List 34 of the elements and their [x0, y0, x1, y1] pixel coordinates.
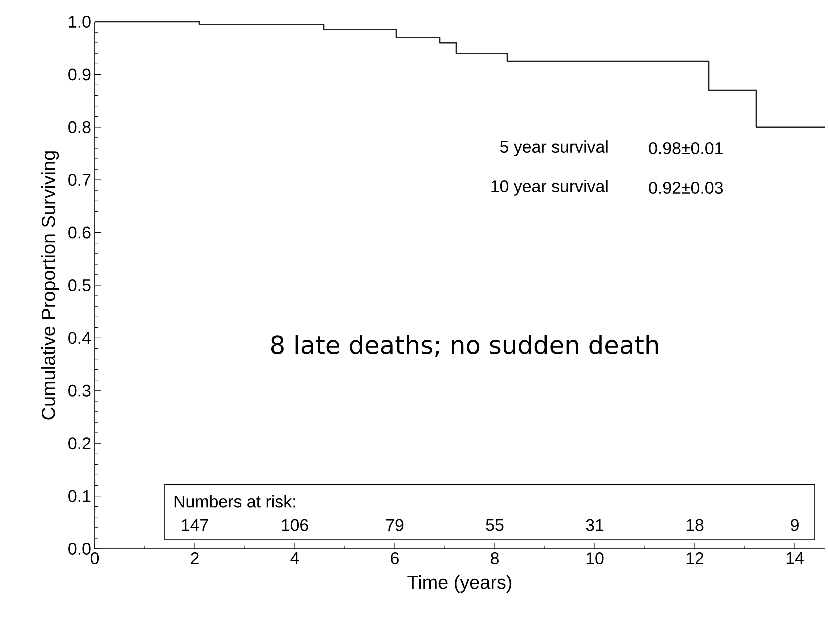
y-tick-label: 0.9 — [68, 68, 91, 81]
y-tick-label: 0.5 — [68, 280, 91, 292]
x-tick-label: 10 — [586, 552, 604, 565]
y-tick-label: 0.2 — [68, 438, 91, 450]
y-tick-label: 0.4 — [68, 332, 91, 344]
y-tick-label: 0.6 — [68, 226, 91, 239]
y-axis-title: Cumulative Proportion Surviving — [41, 152, 60, 420]
annotation: Numbers at risk: — [174, 495, 296, 508]
y-tick-label: 0.0 — [68, 543, 91, 555]
y-tick-label: 0.8 — [68, 121, 91, 134]
annotation: 55 — [486, 519, 504, 532]
annotation: 9 — [791, 519, 799, 532]
x-tick-label: 6 — [391, 552, 399, 565]
x-tick-label: 14 — [786, 552, 804, 564]
x-tick-label: 12 — [686, 552, 704, 564]
annotation: 0.92±0.03 — [649, 182, 723, 194]
y-tick-label: 0.1 — [68, 490, 91, 502]
annotation: 8 late deaths; no sudden death — [271, 335, 658, 358]
x-axis-title: Time (years) — [408, 575, 512, 593]
x-tick-label: 4 — [290, 552, 300, 564]
annotation: 5 year survival — [500, 140, 608, 156]
annotation: 0.98±0.01 — [649, 142, 723, 154]
annotation: 106 — [282, 519, 308, 532]
x-tick-label: 2 — [191, 552, 199, 564]
x-tick-label: 0 — [90, 552, 100, 565]
y-tick-label: 1.0 — [69, 16, 91, 28]
y-tick-label: 0.7 — [68, 174, 91, 186]
y-tick-label: 0.3 — [68, 384, 91, 397]
annotation: 10 year survival — [492, 180, 608, 196]
annotation: 147 — [182, 519, 208, 532]
x-tick-label: 8 — [491, 552, 499, 565]
annotation: 79 — [386, 519, 404, 532]
annotation: 18 — [686, 519, 704, 532]
annotation: 31 — [586, 519, 604, 532]
